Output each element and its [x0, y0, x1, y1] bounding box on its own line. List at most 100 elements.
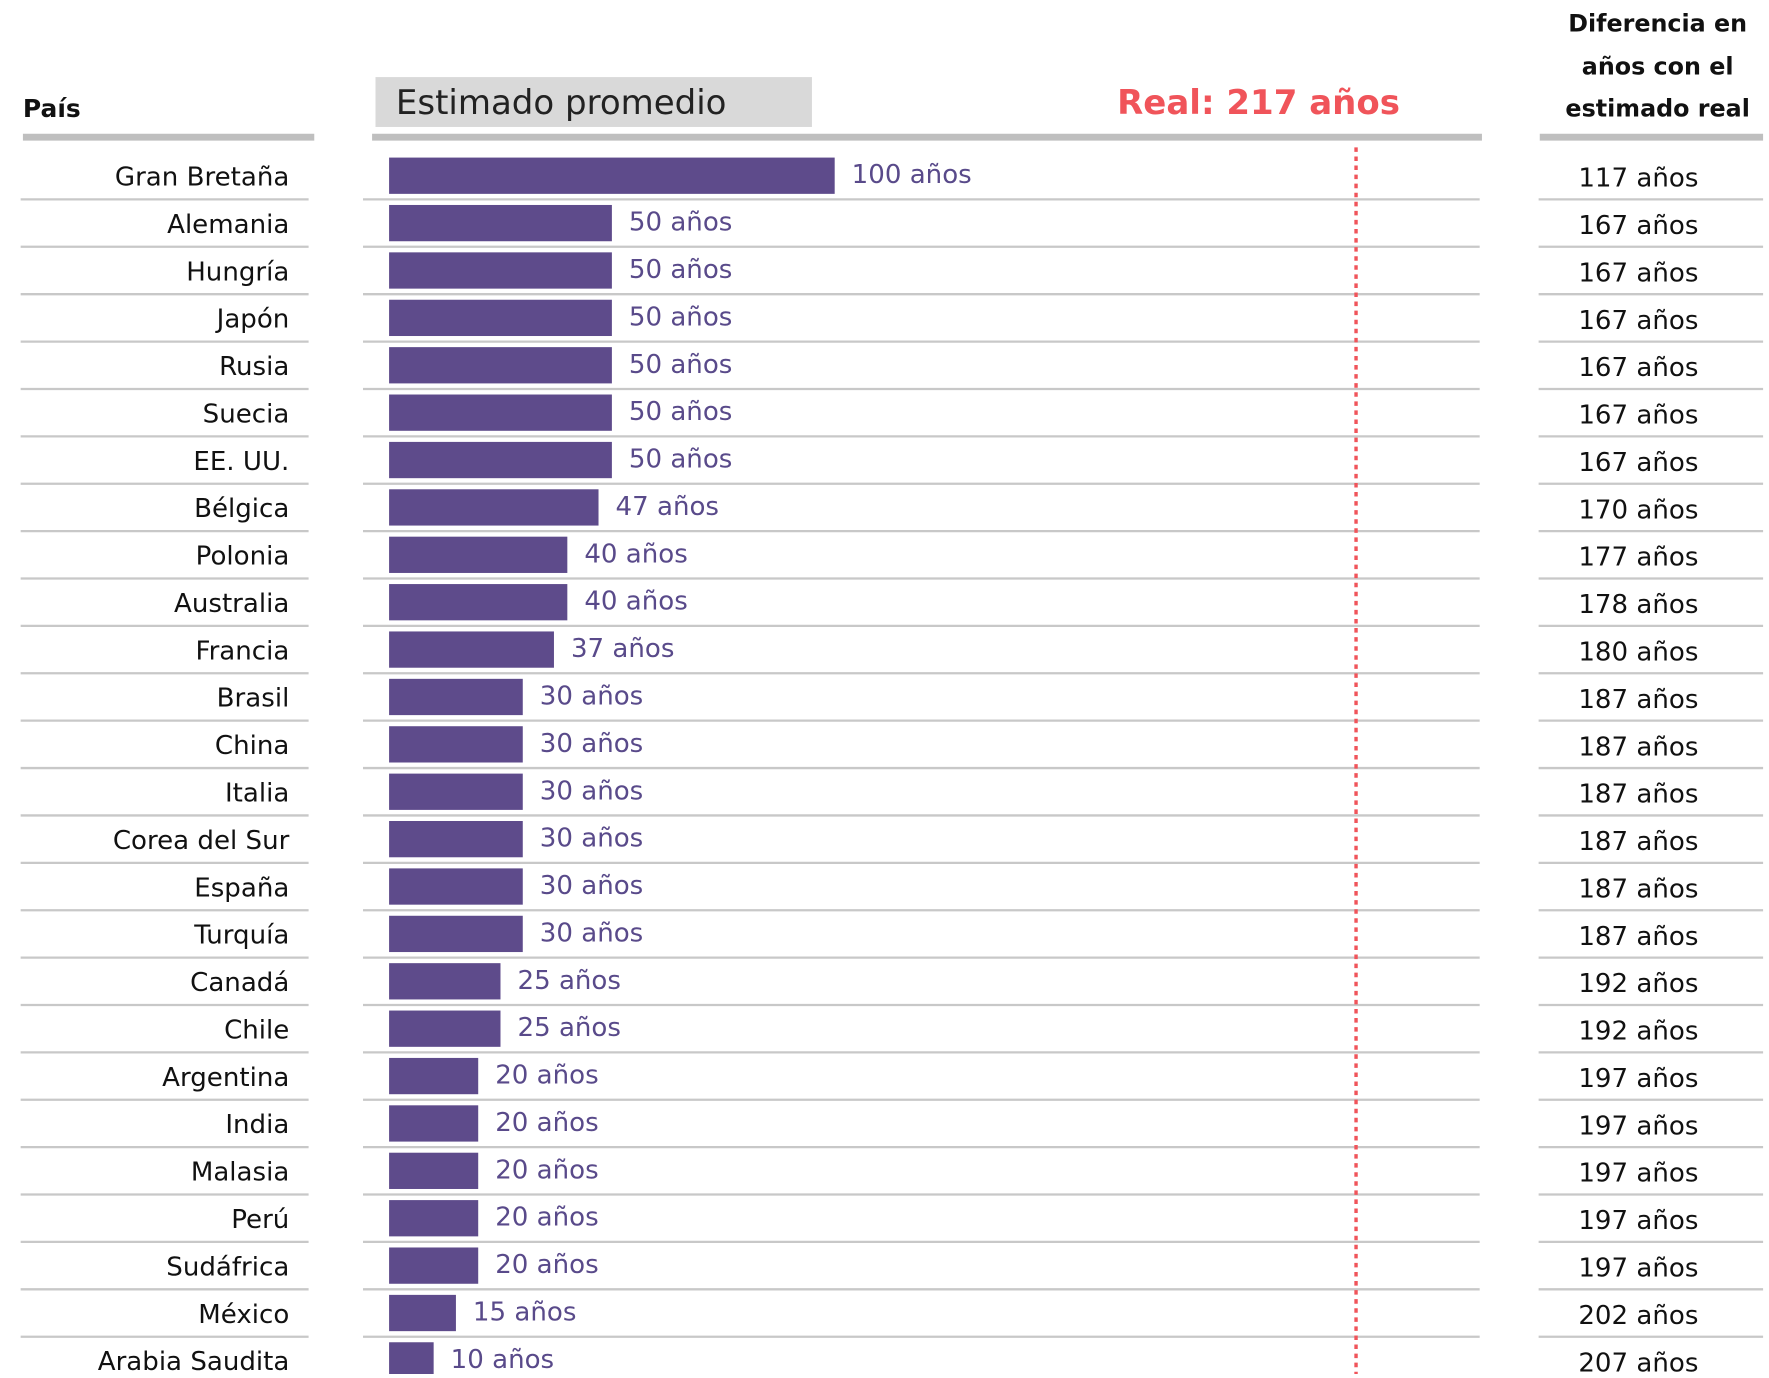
- bar: [389, 820, 523, 858]
- value-label: 20 años: [495, 1061, 598, 1091]
- value-label: 30 años: [540, 681, 643, 711]
- bar: [389, 1294, 456, 1332]
- title-box: [375, 77, 812, 127]
- value-label: 30 años: [540, 776, 643, 806]
- country-label: Chile: [224, 1015, 289, 1045]
- difference-label: 197 años: [1578, 1111, 1698, 1141]
- bar: [389, 394, 612, 431]
- country-label: Brasil: [217, 684, 290, 714]
- difference-label: 192 años: [1578, 1017, 1698, 1047]
- difference-label: 170 años: [1578, 495, 1698, 525]
- difference-label: 167 años: [1578, 306, 1698, 336]
- difference-label: 187 años: [1578, 874, 1698, 904]
- bar: [389, 489, 599, 526]
- bar: [389, 441, 612, 479]
- value-label: 40 años: [584, 539, 687, 569]
- difference-label: 167 años: [1578, 211, 1698, 241]
- difference-label: 167 años: [1578, 353, 1698, 383]
- country-label: Malasia: [191, 1158, 289, 1188]
- country-label: China: [215, 731, 289, 761]
- value-label: 37 años: [571, 634, 674, 664]
- difference-label: 197 años: [1578, 1206, 1698, 1236]
- difference-header: estimado real: [1565, 94, 1749, 122]
- country-label: Rusia: [219, 352, 289, 382]
- country-label: Gran Bretaña: [115, 162, 289, 192]
- difference-label: 187 años: [1578, 685, 1698, 715]
- value-label: 40 años: [584, 587, 687, 617]
- value-label: 20 años: [495, 1250, 598, 1280]
- country-label: Australia: [174, 589, 289, 619]
- country-label: Perú: [231, 1205, 289, 1235]
- bar: [389, 773, 523, 810]
- bar: [389, 204, 612, 242]
- value-label: 30 años: [540, 729, 643, 759]
- bar: [389, 678, 523, 716]
- difference-label: 187 años: [1578, 732, 1698, 762]
- difference-header: Diferencia en: [1568, 9, 1747, 37]
- value-label: 30 años: [540, 871, 643, 901]
- bar: [389, 963, 501, 1000]
- difference-label: 202 años: [1578, 1301, 1698, 1331]
- value-label: 20 años: [495, 1108, 598, 1138]
- bar: [389, 157, 835, 194]
- bar: [389, 536, 568, 573]
- country-label: Italia: [225, 779, 289, 809]
- difference-label: 192 años: [1578, 969, 1698, 999]
- country-label: Corea del Sur: [113, 826, 290, 856]
- bar: [389, 915, 523, 953]
- country-label: México: [198, 1300, 289, 1330]
- value-label: 100 años: [852, 160, 972, 190]
- bar: [389, 868, 523, 905]
- country-label: Bélgica: [194, 494, 289, 524]
- country-label: Turquía: [193, 921, 289, 951]
- value-label: 50 años: [629, 445, 732, 475]
- difference-header: años con el: [1582, 53, 1734, 81]
- country-label: Francia: [195, 636, 289, 666]
- reference-label: Real: 217 años: [1117, 83, 1400, 123]
- country-label: Japón: [215, 305, 290, 335]
- bar: [389, 1342, 434, 1378]
- country-label: Argentina: [162, 1063, 289, 1093]
- value-label: 25 años: [517, 966, 620, 996]
- value-label: 50 años: [629, 255, 732, 285]
- value-label: 20 años: [495, 1203, 598, 1233]
- value-label: 20 años: [495, 1155, 598, 1185]
- bar: [389, 1010, 501, 1047]
- bar: [389, 1152, 479, 1189]
- difference-label: 187 años: [1578, 827, 1698, 857]
- value-label: 50 años: [629, 350, 732, 380]
- difference-label: 117 años: [1578, 164, 1698, 194]
- difference-label: 167 años: [1578, 448, 1698, 478]
- difference-label: 207 años: [1578, 1348, 1698, 1374]
- country-header: País: [23, 94, 81, 123]
- difference-label: 187 años: [1578, 922, 1698, 952]
- bar: [389, 1057, 479, 1095]
- country-label: Suecia: [203, 399, 290, 429]
- bar: [389, 584, 568, 621]
- country-label: India: [225, 1110, 289, 1140]
- value-label: 10 años: [451, 1345, 554, 1374]
- value-label: 50 años: [629, 397, 732, 427]
- difference-label: 197 años: [1578, 1254, 1698, 1284]
- difference-label: 167 años: [1578, 401, 1698, 431]
- chart-title: Estimado promedio: [396, 83, 727, 123]
- difference-label: 197 años: [1578, 1159, 1698, 1189]
- value-label: 50 años: [629, 302, 732, 332]
- value-label: 25 años: [517, 1013, 620, 1043]
- value-label: 30 años: [540, 918, 643, 948]
- bar: [389, 631, 554, 668]
- country-label: Sudáfrica: [166, 1252, 289, 1282]
- country-label: Arabia Saudita: [98, 1347, 290, 1374]
- difference-label: 167 años: [1578, 258, 1698, 288]
- difference-label: 177 años: [1578, 543, 1698, 573]
- country-label: EE. UU.: [193, 447, 289, 477]
- country-label: España: [194, 873, 289, 903]
- bar: [389, 347, 612, 384]
- value-label: 30 años: [540, 824, 643, 854]
- bar: [389, 299, 612, 337]
- value-label: 15 años: [473, 1298, 576, 1328]
- bar: [389, 1200, 479, 1237]
- country-label: Alemania: [167, 210, 289, 240]
- difference-label: 187 años: [1578, 780, 1698, 810]
